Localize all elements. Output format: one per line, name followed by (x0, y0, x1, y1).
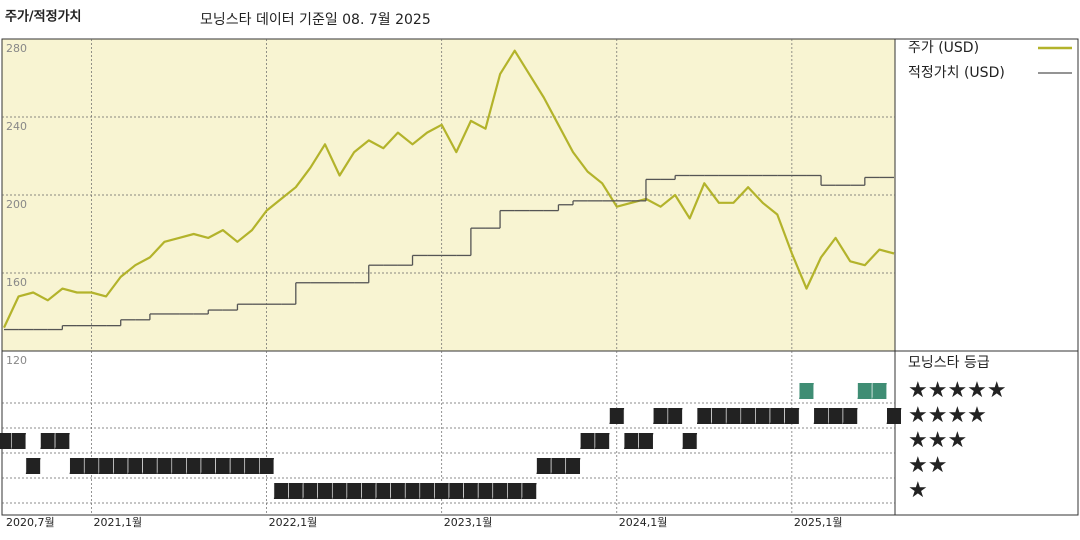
rating-bar (127, 457, 143, 475)
rating-label: ★★★★★ (908, 378, 1007, 403)
rating-bar (536, 457, 552, 475)
rating-bar (215, 457, 231, 475)
rating-bar (565, 457, 581, 475)
rating-label: ★★ (908, 453, 947, 478)
rating-bar (667, 407, 683, 425)
rating-bar (434, 482, 450, 500)
rating-bar (83, 457, 100, 475)
rating-bar (186, 457, 202, 475)
legend-label: 적정가치 (USD) (908, 65, 1005, 81)
rating-bar (171, 457, 187, 475)
y-tick-label: 240 (6, 120, 27, 133)
x-tick-label: 2021,1월 (94, 516, 143, 529)
rating-label: ★★★★ (908, 403, 987, 428)
rating-bar (813, 407, 829, 425)
rating-label: ★ (908, 478, 928, 503)
rating-bar (740, 407, 756, 425)
rating-bar (10, 432, 27, 450)
rating-bar (477, 482, 494, 500)
chart-subtitle: 모닝스타 데이터 기준일 08. 7월 2025 (200, 12, 431, 28)
rating-bar (142, 457, 158, 475)
rating-bar (288, 482, 304, 500)
rating-bar (521, 482, 537, 500)
rating-bar (463, 482, 479, 500)
rating-bar (507, 482, 523, 500)
y-tick-label: 200 (6, 198, 27, 211)
rating-bar (886, 407, 902, 425)
frame (1, 38, 1079, 516)
rating-bar (652, 407, 669, 425)
x-tick-label: 2022,1월 (269, 516, 318, 529)
y-tick-label: 120 (6, 354, 27, 367)
rating-bar (317, 482, 333, 500)
rating-bar (98, 457, 114, 475)
rating-bar (448, 482, 464, 500)
rating-bar (346, 482, 362, 500)
rating-bar (113, 457, 129, 475)
rating-bar (696, 407, 712, 425)
rating-bar (828, 407, 844, 425)
rating-bar (594, 432, 610, 450)
rating-bar (682, 432, 698, 450)
rating-bar (259, 457, 275, 475)
x-tick-label: 2025,1월 (794, 516, 843, 529)
chart-title: 주가/적정가치 (5, 9, 82, 25)
rating-bar (711, 407, 727, 425)
rating-bar (857, 382, 873, 400)
rating-bar (302, 482, 318, 500)
rating-bar (623, 432, 639, 450)
legend-label: 주가 (USD) (908, 40, 979, 56)
x-tick-label: 2024,1월 (619, 516, 668, 529)
rating-bar (755, 407, 771, 425)
y-tick-label: 280 (6, 42, 27, 55)
rating-bar (842, 407, 858, 425)
rating-bar (609, 407, 625, 425)
rating-bar (871, 382, 888, 400)
rating-bar (492, 482, 508, 500)
rating-bar (769, 407, 785, 425)
rating-bar (244, 457, 260, 475)
x-tick-label: 2020,7월 (6, 516, 55, 529)
rating-bar (580, 432, 596, 450)
x-tick-label: 2023,1월 (444, 516, 493, 529)
rating-bar (200, 457, 216, 475)
rating-bar (784, 407, 800, 425)
rating-bar (331, 482, 348, 500)
rating-bar (273, 482, 289, 500)
rating-bar (25, 457, 41, 475)
rating-bar (361, 482, 377, 500)
rating-bar (404, 482, 421, 500)
rating-bar (419, 482, 435, 500)
rating-label: ★★★ (908, 428, 967, 453)
rating-bar (0, 432, 12, 450)
y-tick-label: 160 (6, 276, 27, 289)
rating-bar (725, 407, 742, 425)
rating-bar (156, 457, 173, 475)
rating-bar (69, 457, 85, 475)
price-line (3, 49, 895, 329)
ratings-title: 모닝스타 등급 (908, 355, 990, 371)
rating-bar (54, 432, 70, 450)
rating-bar (229, 457, 246, 475)
rating-bar (638, 432, 654, 450)
rating-bar (375, 482, 391, 500)
rating-bar (798, 382, 815, 400)
rating-bar (40, 432, 56, 450)
rating-bar (390, 482, 406, 500)
rating-bar (550, 457, 567, 475)
